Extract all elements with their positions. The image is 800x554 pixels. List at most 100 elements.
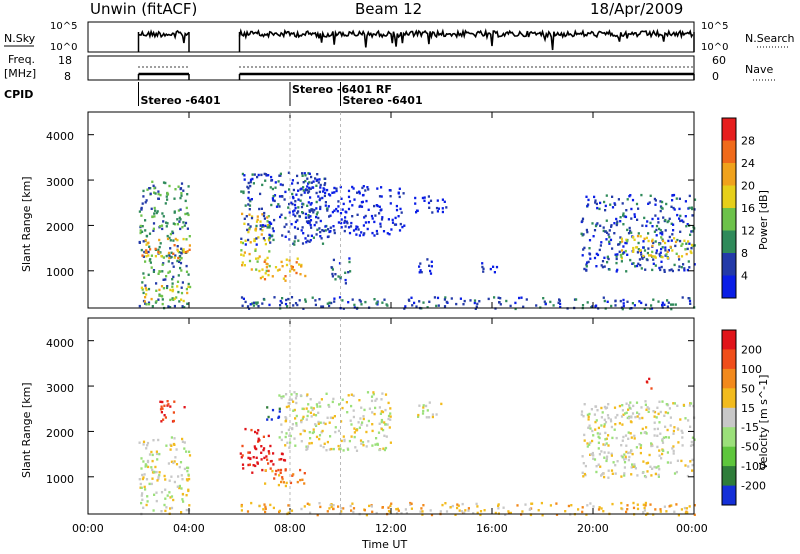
heatmap-cell [625,411,628,414]
heatmap-cell [155,491,158,494]
heatmap-cell [158,471,161,474]
heatmap-cell [581,455,584,458]
heatmap-cell [143,276,146,279]
heatmap-cell [320,237,323,240]
heatmap-cell [263,456,266,460]
heatmap-cell [242,191,245,195]
heatmap-cell [278,474,281,477]
heatmap-cell [645,236,648,240]
heatmap-cell [241,304,244,307]
heatmap-cell [585,269,588,272]
heatmap-cell [405,512,408,515]
heatmap-cell [147,287,151,291]
heatmap-cell [621,409,624,412]
heatmap-cell [372,393,375,396]
heatmap-cell [323,194,326,198]
heatmap-cell [627,232,631,235]
heatmap-cell [585,195,588,198]
heatmap-cell [138,304,141,308]
heatmap-cell [271,275,274,278]
heatmap-cell [647,232,650,235]
heatmap-cell [651,240,654,243]
heatmap-cell [145,293,148,296]
heatmap-cell [160,294,163,298]
heatmap-cell [183,224,186,227]
heatmap-cell [373,234,376,237]
heatmap-cell [580,232,583,235]
heatmap-cell [146,495,149,498]
heatmap-cell [348,257,351,260]
heatmap-cell [274,186,277,189]
heatmap-cell [689,460,692,463]
heatmap-cell [362,224,365,227]
heatmap-cell [262,214,266,218]
heatmap-cell [687,419,690,422]
heatmap-cell [632,404,635,408]
heatmap-cell [461,502,464,506]
heatmap-cell [375,511,378,515]
heatmap-cell [308,210,311,213]
heatmap-cell [244,243,247,246]
heatmap-cell [261,213,264,216]
heatmap-cell [279,468,283,472]
heatmap-cell [633,463,636,466]
heatmap-cell [662,216,665,219]
heatmap-cell [661,438,664,441]
heatmap-cell [294,417,297,420]
heatmap-cell [172,252,175,255]
heatmap-cell [144,302,147,305]
heatmap-cell [327,193,331,196]
heatmap-cell [300,229,303,232]
heatmap-cell [362,233,365,237]
heatmap-cell [651,225,654,228]
heatmap-cell [163,414,166,417]
heatmap-cell [150,450,153,454]
heatmap-cell [642,511,645,514]
heatmap-cell [622,214,625,217]
heatmap-cell [619,299,622,303]
heatmap-cell [333,186,336,190]
heatmap-cell [681,444,684,447]
heatmap-cell [651,238,654,241]
heatmap-cell [353,303,356,307]
heatmap-cell [627,451,630,455]
heatmap-cell [689,250,692,253]
heatmap-cell [426,258,429,261]
heatmap-cell [257,173,260,177]
heatmap-cell [427,195,430,198]
heatmap-cell [469,299,472,302]
heatmap-cell [364,221,367,224]
heatmap-cell [625,402,628,405]
heatmap-cell [426,409,429,412]
heatmap-cell [525,298,528,301]
heatmap-cell [263,211,266,215]
heatmap-cell [581,217,585,220]
heatmap-cell [633,215,636,218]
heatmap-cell [598,453,601,456]
heatmap-cell [318,227,321,230]
heatmap-cell [178,300,181,303]
heatmap-cell [308,181,311,184]
heatmap-cell [352,415,355,419]
heatmap-cell [168,479,171,482]
heatmap-cell [309,437,312,440]
heatmap-cell [178,465,181,469]
heatmap-cell [666,428,669,432]
heatmap-cell [640,301,643,305]
heatmap-cell [353,198,356,201]
heatmap-cell [170,460,173,463]
heatmap-cell [310,209,313,212]
heatmap-cell [611,195,614,198]
heatmap-cell [599,224,602,227]
heatmap-cell [639,249,642,252]
heatmap-cell [288,434,291,437]
heatmap-cell [389,415,392,418]
heatmap-cell [300,507,303,511]
heatmap-cell [267,174,270,177]
heatmap-cell [173,304,176,308]
heatmap-cell [658,266,661,270]
heatmap-cell [345,211,348,214]
heatmap-cell [386,232,389,235]
heatmap-cell [153,206,156,210]
